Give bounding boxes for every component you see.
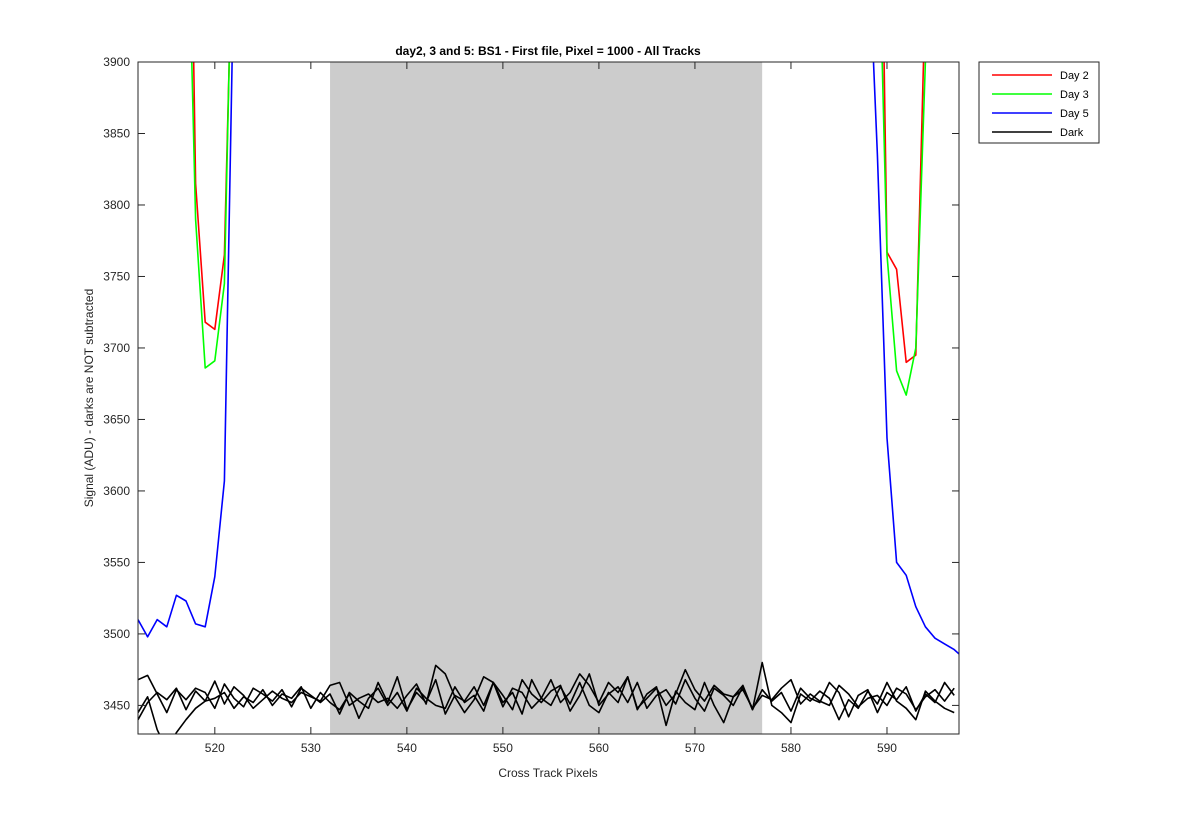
series-line-dark-2 — [138, 664, 955, 721]
y-tick-label: 3450 — [103, 698, 130, 712]
x-tick-label: 580 — [781, 741, 801, 755]
legend-label: Day 2 — [1060, 70, 1089, 82]
y-tick-label: 3650 — [103, 412, 130, 426]
y-tick-label: 3500 — [103, 627, 130, 641]
y-axis-label: Signal (ADU) - darks are NOT subtracted — [82, 289, 96, 508]
x-tick-label: 590 — [877, 741, 897, 755]
x-tick-label: 560 — [589, 741, 609, 755]
x-tick-label: 520 — [205, 741, 225, 755]
series-line-dark-1 — [138, 673, 955, 718]
legend-label: Dark — [1060, 127, 1084, 139]
series-layer — [138, 62, 959, 734]
shaded-region — [330, 62, 763, 734]
x-axis-label: Cross Track Pixels — [498, 766, 597, 780]
legend-label: Day 3 — [1060, 89, 1089, 101]
y-tick-label: 3800 — [103, 198, 130, 212]
series-line-day-5-1 — [138, 62, 233, 638]
y-tick-label: 3600 — [103, 484, 130, 498]
y-tick-label: 3850 — [103, 126, 130, 140]
y-tick-label: 3550 — [103, 555, 130, 569]
y-tick-label: 3750 — [103, 269, 130, 283]
series-line-day-3-1 — [191, 62, 230, 369]
x-tick-label: 550 — [493, 741, 513, 755]
legend: Day 2 Day 3 Day 5 Dark — [978, 61, 1100, 144]
x-tick-label: 530 — [301, 741, 321, 755]
chart-title: day2, 3 and 5: BS1 - First file, Pixel =… — [395, 44, 701, 58]
series-line-dark-3 — [138, 661, 955, 734]
x-tick-label: 540 — [397, 741, 417, 755]
y-tick-label: 3900 — [103, 55, 130, 69]
series-line-day-3-2 — [881, 62, 927, 396]
y-tick-label: 3700 — [103, 341, 130, 355]
axes-box — [137, 61, 960, 735]
ticks-layer: 520 530 540 550 560 570 580 590 3450 3500 3550 3600… — [103, 55, 959, 755]
series-line-day-5-2 — [872, 62, 959, 655]
legend-label: Day 5 — [1060, 108, 1089, 120]
x-tick-label: 570 — [685, 741, 705, 755]
